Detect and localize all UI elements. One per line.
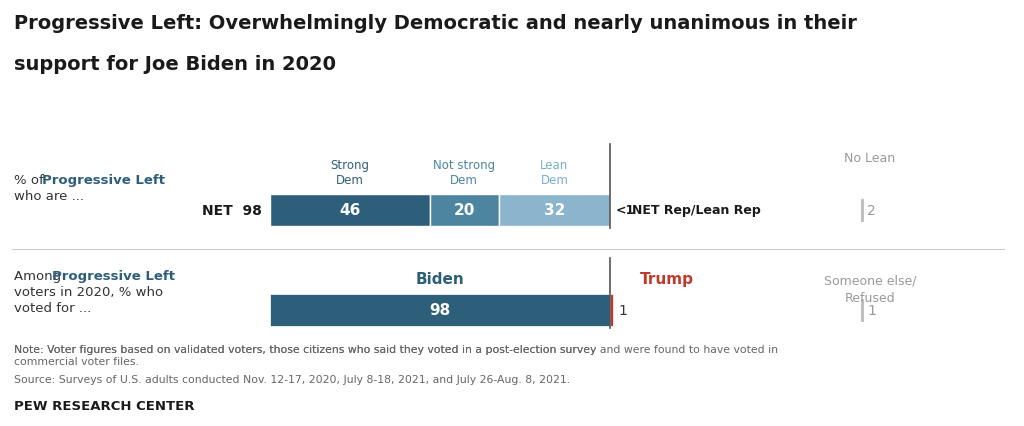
Text: NET  98: NET 98: [202, 204, 262, 218]
Text: 32: 32: [544, 203, 565, 218]
Text: 1: 1: [618, 303, 628, 317]
Text: No Lean: No Lean: [845, 152, 896, 164]
Bar: [270, 195, 430, 227]
Text: 1: 1: [867, 303, 876, 317]
Text: Trump: Trump: [640, 271, 694, 286]
Text: Refused: Refused: [845, 291, 895, 304]
Text: Progressive Left: Progressive Left: [52, 269, 175, 282]
Text: Among: Among: [14, 269, 66, 282]
Text: 20: 20: [454, 203, 475, 218]
Bar: [270, 294, 610, 326]
Text: Strong
Dem: Strong Dem: [331, 158, 370, 187]
Text: voted for ...: voted for ...: [14, 301, 91, 314]
Text: Biden: Biden: [416, 271, 464, 286]
Text: Lean
Dem: Lean Dem: [541, 158, 568, 187]
Text: 46: 46: [339, 203, 360, 218]
Text: <1: <1: [616, 204, 635, 217]
Bar: [430, 195, 499, 227]
Text: NET Rep/Lean Rep: NET Rep/Lean Rep: [632, 204, 761, 217]
Text: Progressive Left: Progressive Left: [42, 173, 165, 187]
Text: Someone else/: Someone else/: [823, 273, 916, 286]
Text: 2: 2: [867, 204, 876, 218]
Text: Source: Surveys of U.S. adults conducted Nov. 12-17, 2020, July 8-18, 2021, and : Source: Surveys of U.S. adults conducted…: [14, 374, 570, 384]
Bar: [499, 195, 610, 227]
Text: PEW RESEARCH CENTER: PEW RESEARCH CENTER: [14, 399, 195, 412]
Text: 98: 98: [429, 303, 451, 318]
Text: Note: Voter figures based on validated voters, those citizens who said they vote: Note: Voter figures based on validated v…: [14, 344, 600, 354]
Bar: [610, 294, 613, 326]
Text: Progressive Left: Overwhelmingly Democratic and nearly unanimous in their: Progressive Left: Overwhelmingly Democra…: [14, 14, 857, 33]
Text: who are ...: who are ...: [14, 190, 84, 202]
Text: Not strong
Dem: Not strong Dem: [433, 158, 496, 187]
Text: % of: % of: [14, 173, 48, 187]
Text: voters in 2020, % who: voters in 2020, % who: [14, 285, 163, 298]
Text: Note: Voter figures based on validated voters, those citizens who said they vote: Note: Voter figures based on validated v…: [14, 344, 778, 366]
Text: support for Joe Biden in 2020: support for Joe Biden in 2020: [14, 55, 336, 74]
